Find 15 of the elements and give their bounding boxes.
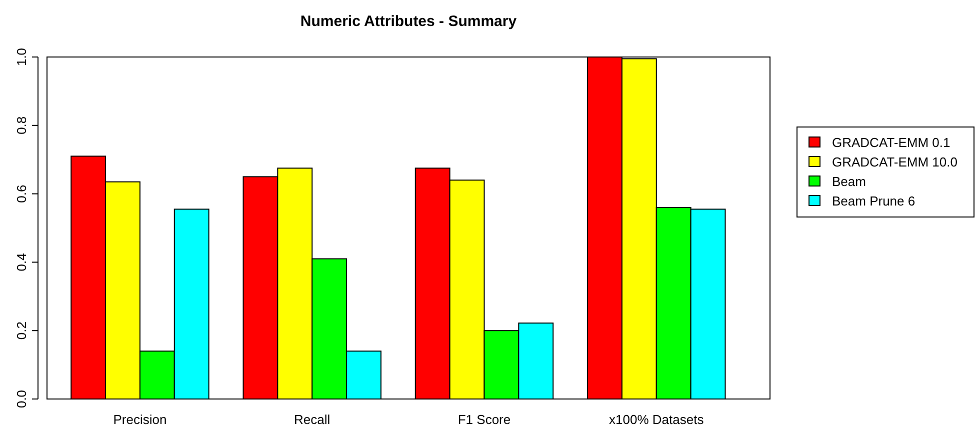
legend-label: Beam	[832, 174, 866, 189]
y-tick-label: 0.6	[14, 184, 29, 203]
legend-label: GRADCAT-EMM 0.1	[832, 135, 950, 150]
x-tick-label: F1 Score	[458, 412, 511, 427]
legend-label: GRADCAT-EMM 10.0	[832, 154, 958, 170]
y-tick-label: 0.8	[14, 116, 29, 134]
x-tick-label: Recall	[294, 412, 330, 427]
y-tick-label: 0.0	[14, 390, 29, 408]
x-tick-label: x100% Datasets	[609, 412, 704, 427]
x-tick-label: Precision	[113, 412, 167, 427]
y-tick-label: 0.4	[14, 253, 29, 272]
y-tick-label: 1.0	[14, 48, 29, 66]
chart-title: Numeric Attributes - Summary	[300, 13, 518, 30]
y-tick-label: 0.2	[14, 322, 29, 340]
legend-label: Beam Prune 6	[832, 194, 916, 208]
